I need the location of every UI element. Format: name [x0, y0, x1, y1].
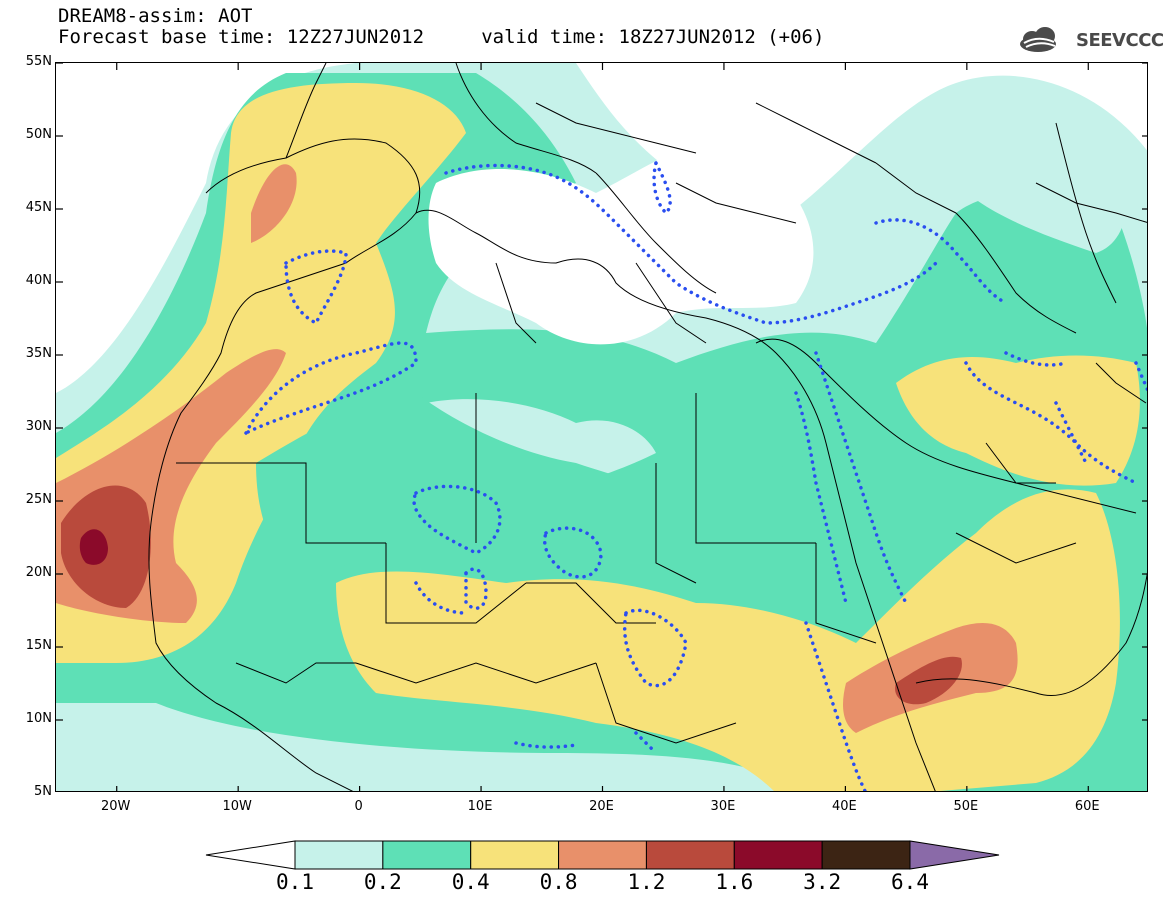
lat-tick-label: 10N: [25, 711, 52, 726]
colorbar-segment: [382, 840, 472, 870]
colorbar-label: 0.4: [451, 870, 490, 894]
forecast-time-subtitle: Forecast base time: 12Z27JUN2012 valid t…: [58, 26, 825, 48]
graticule-ticks: [56, 63, 1147, 791]
lon-tick-label: 10E: [467, 799, 493, 814]
lon-tick-label: 30E: [710, 799, 736, 814]
colorbar-label: 3.2: [803, 870, 842, 894]
lat-tick-label: 50N: [25, 127, 52, 142]
aot-below-0.1-area: [428, 143, 814, 345]
colorbar-low-arrow: [205, 840, 296, 870]
colorbar-label: 0.1: [276, 870, 314, 894]
lon-tick-label: 50E: [953, 799, 979, 814]
colorbar-label: 6.4: [891, 870, 929, 894]
lon-tick-label: 10W: [222, 799, 252, 814]
colorbar-segment: [294, 840, 384, 870]
aot-0.4-sahel-area: [336, 489, 1120, 791]
seevccc-logo: [1020, 27, 1056, 52]
lon-tick-label: 20E: [589, 799, 614, 814]
colorbar-label: 1.2: [627, 870, 666, 894]
lat-tick-label: 55N: [25, 54, 52, 69]
colorbar: [205, 840, 1000, 870]
colorbar-label: 1.6: [715, 870, 754, 894]
colorbar-label: 0.8: [539, 870, 578, 894]
aot-0.1-caspian-area: [926, 113, 1127, 253]
cloud-icon: [1020, 27, 1056, 52]
aot-shading: [56, 63, 1147, 791]
aot-0.8-iberia-area: [251, 164, 297, 243]
colorbar-label: 0.2: [363, 870, 402, 894]
lat-tick-label: 35N: [25, 346, 52, 361]
colorbar-high-arrow: [909, 840, 1000, 870]
lat-tick-label: 40N: [25, 273, 52, 288]
lat-tick-label: 45N: [25, 200, 52, 215]
logo-text: SEEVCCC: [1076, 30, 1164, 51]
colorbar-segment: [558, 840, 647, 870]
aot-map[interactable]: [56, 63, 1148, 792]
lat-tick-label: 25N: [25, 492, 52, 507]
lon-tick-label: 40E: [831, 799, 857, 814]
colorbar-segment: [733, 840, 823, 870]
map-title: DREAM8-assim: AOT: [58, 5, 253, 27]
aot-0.4-gulf-area: [896, 355, 1140, 486]
colorbar-segment: [470, 840, 560, 870]
lon-tick-label: 0: [354, 799, 363, 814]
dust-contours: [244, 161, 1147, 791]
lat-tick-label: 30N: [25, 419, 52, 434]
colorbar-segment: [821, 840, 911, 870]
map-panel[interactable]: [55, 62, 1148, 792]
lon-tick-label: 20W: [101, 799, 131, 814]
lat-tick-label: 5N: [34, 784, 52, 799]
lat-tick-label: 15N: [25, 638, 52, 653]
coastlines: [148, 63, 1147, 791]
lon-tick-label: 60E: [1074, 799, 1100, 814]
aot-1.6-west-area: [79, 529, 108, 565]
lat-tick-label: 20N: [25, 565, 52, 580]
colorbar-segment: [645, 840, 735, 870]
